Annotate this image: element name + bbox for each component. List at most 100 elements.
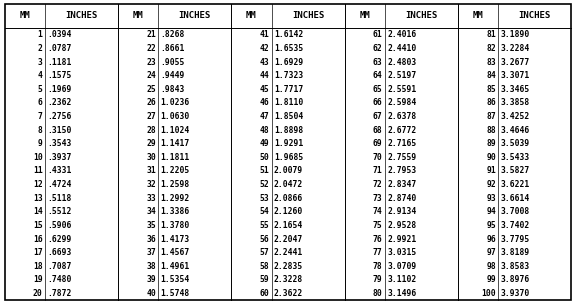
Text: 3.8189: 3.8189 (501, 248, 530, 257)
Text: 85: 85 (486, 85, 496, 94)
Text: 17: 17 (33, 248, 43, 257)
Text: 51: 51 (260, 167, 269, 175)
Text: 86: 86 (486, 98, 496, 107)
Text: 27: 27 (146, 112, 156, 121)
Text: 1.3386: 1.3386 (161, 207, 190, 216)
Text: 20: 20 (33, 289, 43, 298)
Text: 1.9291: 1.9291 (274, 139, 303, 148)
Text: 28: 28 (146, 126, 156, 135)
Text: 2.1654: 2.1654 (274, 221, 303, 230)
Text: 1.2205: 1.2205 (161, 167, 190, 175)
Text: 43: 43 (260, 57, 269, 67)
Text: 1.4173: 1.4173 (161, 235, 190, 244)
Text: 99: 99 (486, 275, 496, 285)
Text: 5: 5 (37, 85, 43, 94)
Text: 3.7402: 3.7402 (501, 221, 530, 230)
Text: .0394: .0394 (47, 30, 71, 39)
Text: 76: 76 (373, 235, 382, 244)
Text: 15: 15 (33, 221, 43, 230)
Text: 1.4567: 1.4567 (161, 248, 190, 257)
Text: 2.2441: 2.2441 (274, 248, 303, 257)
Text: .2756: .2756 (47, 112, 71, 121)
Text: 18: 18 (33, 262, 43, 271)
Text: .4331: .4331 (47, 167, 71, 175)
Text: 1.3780: 1.3780 (161, 221, 190, 230)
Text: 2.6378: 2.6378 (387, 112, 416, 121)
Text: 78: 78 (373, 262, 382, 271)
Text: 55: 55 (260, 221, 269, 230)
Text: 1.9685: 1.9685 (274, 153, 303, 162)
Text: 45: 45 (260, 85, 269, 94)
Text: 80: 80 (373, 289, 382, 298)
Text: MM: MM (246, 11, 257, 20)
Text: 70: 70 (373, 153, 382, 162)
Text: 96: 96 (486, 235, 496, 244)
Text: 1.7717: 1.7717 (274, 85, 303, 94)
Text: 48: 48 (260, 126, 269, 135)
Text: 6: 6 (37, 98, 43, 107)
Text: .5906: .5906 (47, 221, 71, 230)
Text: 95: 95 (486, 221, 496, 230)
Text: .1969: .1969 (47, 85, 71, 94)
Text: 3.7795: 3.7795 (501, 235, 530, 244)
Text: 97: 97 (486, 248, 496, 257)
Text: 1.0630: 1.0630 (161, 112, 190, 121)
Text: 3.1890: 3.1890 (501, 30, 530, 39)
Text: 82: 82 (486, 44, 496, 53)
Text: 61: 61 (373, 30, 382, 39)
Text: 84: 84 (486, 71, 496, 80)
Text: 1.4961: 1.4961 (161, 262, 190, 271)
Text: 22: 22 (146, 44, 156, 53)
Text: 2.0866: 2.0866 (274, 194, 303, 203)
Text: 26: 26 (146, 98, 156, 107)
Text: 1.8504: 1.8504 (274, 112, 303, 121)
Text: 71: 71 (373, 167, 382, 175)
Text: 38: 38 (146, 262, 156, 271)
Text: 52: 52 (260, 180, 269, 189)
Text: 31: 31 (146, 167, 156, 175)
Text: 3.3071: 3.3071 (501, 71, 530, 80)
Text: INCHES: INCHES (292, 11, 324, 20)
Text: 88: 88 (486, 126, 496, 135)
Text: 74: 74 (373, 207, 382, 216)
Text: 63: 63 (373, 57, 382, 67)
Text: 50: 50 (260, 153, 269, 162)
Text: 39: 39 (146, 275, 156, 285)
Text: .5512: .5512 (47, 207, 71, 216)
Text: 1.6535: 1.6535 (274, 44, 303, 53)
Text: .7087: .7087 (47, 262, 71, 271)
Text: 57: 57 (260, 248, 269, 257)
Text: INCHES: INCHES (65, 11, 97, 20)
Text: 83: 83 (486, 57, 496, 67)
Text: .1575: .1575 (47, 71, 71, 80)
Text: 2.5591: 2.5591 (387, 85, 416, 94)
Text: 2.4803: 2.4803 (387, 57, 416, 67)
Text: .3150: .3150 (47, 126, 71, 135)
Text: 24: 24 (146, 71, 156, 80)
Text: 93: 93 (486, 194, 496, 203)
Text: 2.8740: 2.8740 (387, 194, 416, 203)
Text: 1: 1 (37, 30, 43, 39)
Text: 59: 59 (260, 275, 269, 285)
Text: 44: 44 (260, 71, 269, 80)
Text: 3.2677: 3.2677 (501, 57, 530, 67)
Text: 2.2047: 2.2047 (274, 235, 303, 244)
Text: 1.8898: 1.8898 (274, 126, 303, 135)
Text: 2.7165: 2.7165 (387, 139, 416, 148)
Text: MM: MM (473, 11, 483, 20)
Text: 36: 36 (146, 235, 156, 244)
Text: 33: 33 (146, 194, 156, 203)
Text: 68: 68 (373, 126, 382, 135)
Text: 1.1024: 1.1024 (161, 126, 190, 135)
Text: 89: 89 (486, 139, 496, 148)
Text: 1.2992: 1.2992 (161, 194, 190, 203)
Text: 1.2598: 1.2598 (161, 180, 190, 189)
Text: .8661: .8661 (161, 44, 185, 53)
Text: 3.4646: 3.4646 (501, 126, 530, 135)
Text: 53: 53 (260, 194, 269, 203)
Text: 1.5748: 1.5748 (161, 289, 190, 298)
Text: 81: 81 (486, 30, 496, 39)
Text: 75: 75 (373, 221, 382, 230)
Text: 3.1102: 3.1102 (387, 275, 416, 285)
Text: 1.7323: 1.7323 (274, 71, 303, 80)
